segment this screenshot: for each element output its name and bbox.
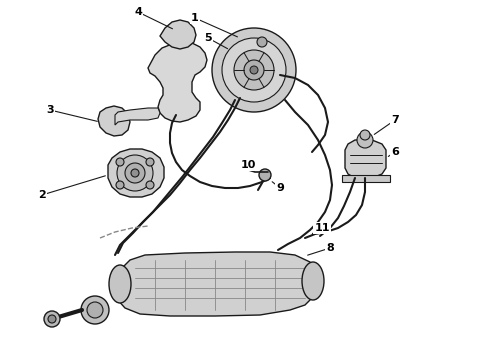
Ellipse shape — [302, 262, 324, 300]
Circle shape — [357, 132, 373, 148]
Text: 10: 10 — [240, 160, 256, 170]
Circle shape — [81, 296, 109, 324]
Circle shape — [87, 302, 103, 318]
Text: 4: 4 — [134, 7, 142, 17]
Polygon shape — [160, 20, 196, 49]
Polygon shape — [224, 38, 285, 98]
Text: 2: 2 — [38, 190, 46, 200]
Polygon shape — [342, 175, 390, 182]
Circle shape — [257, 37, 267, 47]
Circle shape — [44, 311, 60, 327]
Circle shape — [259, 169, 271, 181]
Circle shape — [250, 66, 258, 74]
Circle shape — [48, 315, 56, 323]
Circle shape — [212, 28, 296, 112]
Circle shape — [116, 158, 124, 166]
Circle shape — [116, 181, 124, 189]
Text: 9: 9 — [276, 183, 284, 193]
Circle shape — [146, 158, 154, 166]
Circle shape — [125, 163, 145, 183]
Text: 7: 7 — [391, 115, 399, 125]
Polygon shape — [108, 149, 164, 197]
Circle shape — [146, 181, 154, 189]
Polygon shape — [115, 108, 160, 125]
Polygon shape — [148, 42, 207, 122]
Circle shape — [244, 60, 264, 80]
Text: 6: 6 — [391, 147, 399, 157]
Circle shape — [131, 169, 139, 177]
Text: 8: 8 — [326, 243, 334, 253]
Text: 11: 11 — [314, 223, 330, 233]
Circle shape — [222, 38, 286, 102]
Circle shape — [360, 130, 370, 140]
Polygon shape — [98, 106, 130, 136]
Polygon shape — [345, 140, 386, 178]
Circle shape — [117, 155, 153, 191]
Text: 5: 5 — [204, 33, 212, 43]
Ellipse shape — [109, 265, 131, 303]
Text: 3: 3 — [46, 105, 54, 115]
Circle shape — [234, 50, 274, 90]
Polygon shape — [115, 252, 320, 316]
Text: 1: 1 — [191, 13, 199, 23]
